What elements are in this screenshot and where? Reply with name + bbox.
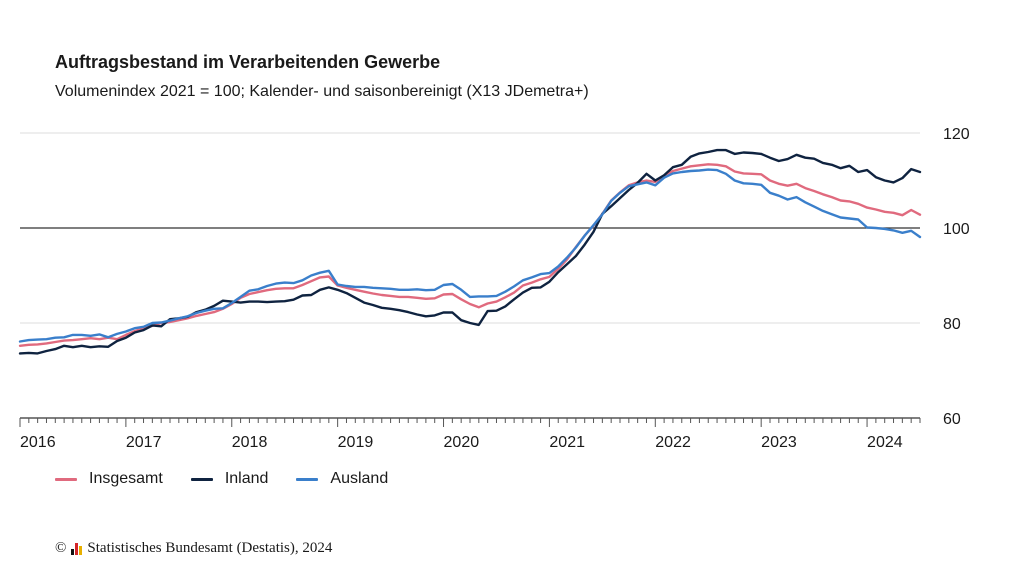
legend-swatch-ausland <box>296 477 319 481</box>
x-tick-label-2024: 2024 <box>867 434 903 451</box>
source-text: Statistisches Bundesamt (Destatis), 2024 <box>87 540 333 556</box>
logo-bar-red <box>75 542 79 555</box>
legend-label-insgesamt: Insgesamt <box>89 470 163 487</box>
series-line-ausland <box>18 168 922 343</box>
y-tick-label-80: 80 <box>943 316 961 333</box>
x-tick-label-2020: 2020 <box>444 434 480 451</box>
y-axis-tick-labels: 60 80 100 120 <box>943 126 970 428</box>
x-tick-label-2017: 2017 <box>126 434 162 451</box>
x-tick-label-2023: 2023 <box>761 434 797 451</box>
series-lines <box>18 148 922 355</box>
logo-bar-gold <box>79 545 83 555</box>
legend-label-ausland: Ausland <box>330 470 389 487</box>
y-tick-label-100: 100 <box>943 221 970 238</box>
legend-item-ausland: Ausland <box>296 470 388 488</box>
series-line-insgesamt <box>18 163 922 347</box>
destatis-logo-icon <box>71 542 83 555</box>
legend-swatch-inland <box>190 477 213 481</box>
x-tick-label-2018: 2018 <box>232 434 268 451</box>
x-axis: 2016 2017 2018 2019 2020 2021 2022 2023 2024 <box>19 417 921 451</box>
x-tick-label-2016: 2016 <box>20 434 56 451</box>
legend: Insgesamt Inland Ausland <box>55 470 388 488</box>
source-credit: © Statistisches Bundesamt (Destatis), 20… <box>55 540 332 557</box>
legend-label-inland: Inland <box>224 470 269 487</box>
x-tick-label-2019: 2019 <box>338 434 374 451</box>
y-tick-label-60: 60 <box>943 411 961 428</box>
chart-subtitle: Volumenindex 2021 = 100; Kalender- und s… <box>55 83 589 100</box>
legend-swatch-insgesamt <box>55 477 77 481</box>
legend-item-inland: Inland <box>190 470 269 488</box>
series-line-inland <box>18 148 922 355</box>
chart-title: Auftragsbestand im Verarbeitenden Gewerb… <box>55 52 441 72</box>
legend-item-insgesamt: Insgesamt <box>55 470 163 488</box>
x-tick-label-2021: 2021 <box>549 434 585 451</box>
logo-bar-black <box>71 548 75 555</box>
y-tick-label-120: 120 <box>943 126 970 143</box>
copyright-symbol: © <box>55 540 67 556</box>
x-tick-label-2022: 2022 <box>655 434 691 451</box>
